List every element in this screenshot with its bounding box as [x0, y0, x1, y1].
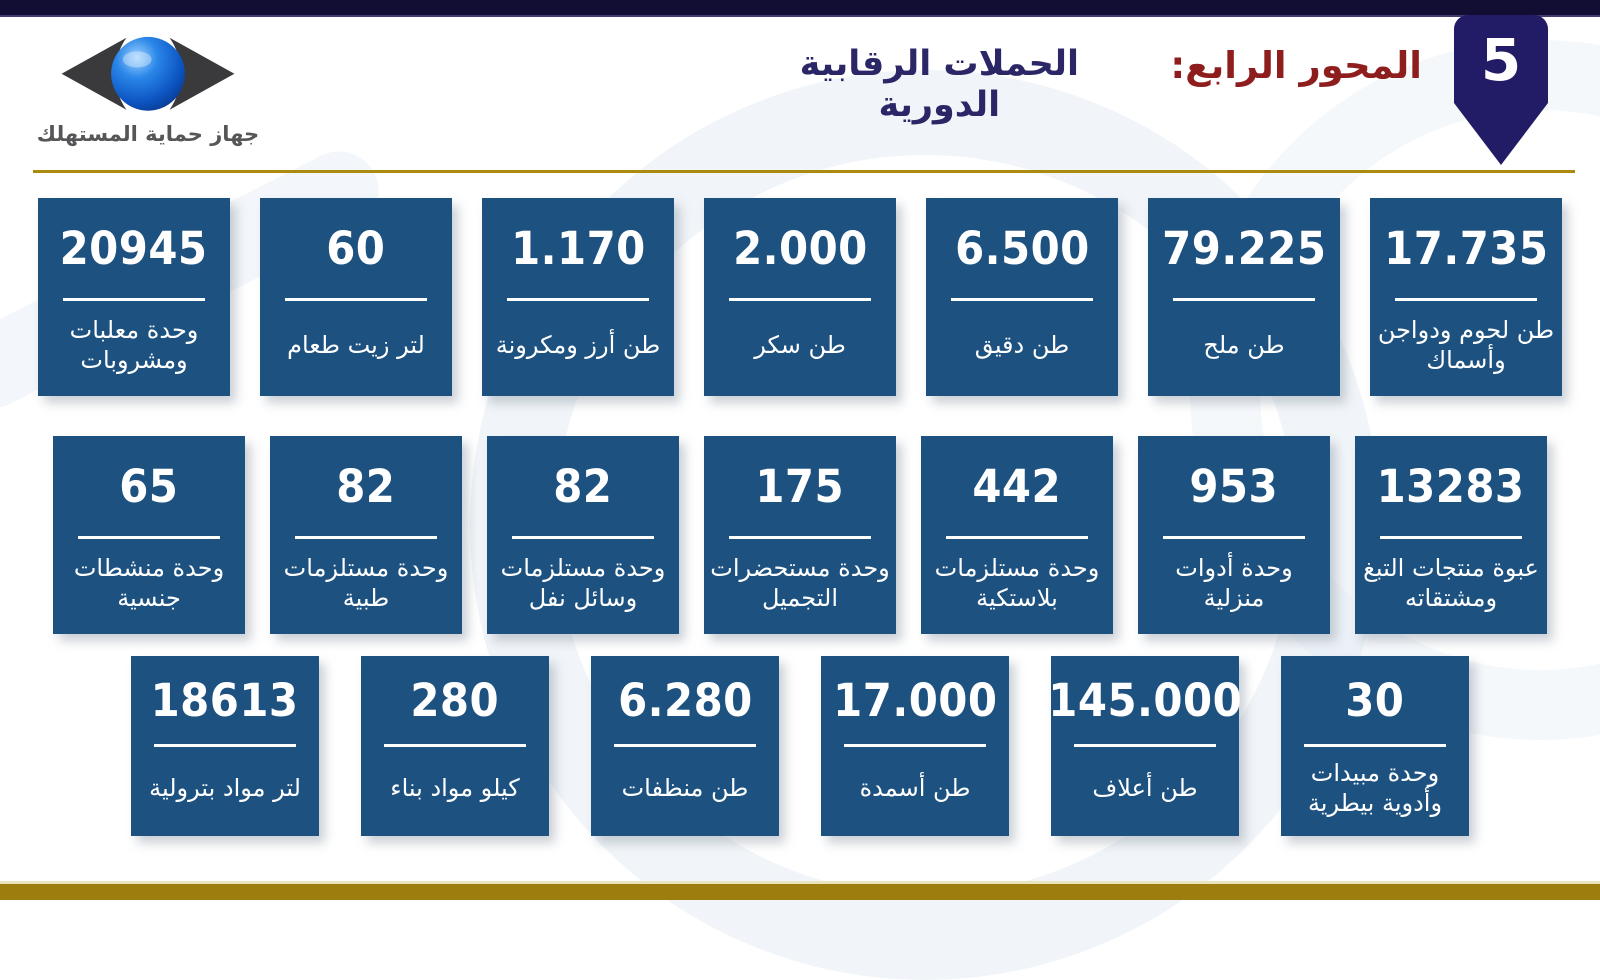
- stat-box: 17.000 طن أسمدة: [821, 656, 1009, 836]
- footer-gold-bar: [0, 881, 1600, 900]
- stat-divider: [512, 536, 654, 539]
- stat-number: 30: [1345, 673, 1405, 727]
- stat-box: 280 كيلو مواد بناء: [361, 656, 549, 836]
- stat-label: عبوة منتجات التبغ ومشتقاته: [1363, 553, 1539, 612]
- top-navy-bar: [0, 0, 1600, 17]
- gold-divider-line: [33, 170, 1575, 173]
- stat-label: طن دقيق: [974, 330, 1070, 359]
- stat-label: طن أسمدة: [859, 773, 971, 802]
- stat-box: 65 وحدة منشطات جنسية: [53, 436, 245, 634]
- title-main: الحملات الرقابية الدورية: [799, 44, 1080, 126]
- stat-divider: [729, 298, 871, 301]
- stat-label: وحدة مستلزمات بلاستكية: [934, 553, 1100, 612]
- stats-row-2: 13283 عبوة منتجات التبغ ومشتقاته 953 وحد…: [0, 436, 1600, 634]
- stat-number: 6.280: [617, 673, 753, 727]
- stat-number: 280: [410, 673, 500, 727]
- title-prefix: المحور الرابع:: [1170, 44, 1422, 87]
- stat-divider: [946, 536, 1088, 539]
- stat-label: وحدة مستلزمات وسائل نفل: [500, 553, 666, 612]
- stat-divider: [295, 536, 437, 539]
- stat-box: 442 وحدة مستلزمات بلاستكية: [921, 436, 1113, 634]
- stat-label: لتر زيت طعام: [287, 330, 425, 359]
- stat-label: طن أرز ومكرونة: [495, 330, 661, 359]
- stats-row-1: 17.735 طن لحوم ودواجن وأسماك 79.225 طن م…: [0, 198, 1600, 396]
- stat-number: 175: [755, 459, 845, 513]
- stat-divider: [844, 744, 986, 747]
- stat-box: 60 لتر زيت طعام: [260, 198, 452, 396]
- stat-divider: [729, 536, 871, 539]
- stat-label: وحدة مبيدات وأدوية بيطرية: [1307, 758, 1443, 817]
- stat-divider: [285, 298, 427, 301]
- stat-number: 20945: [60, 221, 208, 275]
- stat-divider: [1304, 744, 1446, 747]
- stat-label: طن أعلاف: [1092, 773, 1198, 802]
- stat-number: 60: [326, 221, 386, 275]
- stat-number: 2.000: [732, 221, 868, 275]
- stat-number: 82: [336, 459, 396, 513]
- stat-box: 17.735 طن لحوم ودواجن وأسماك: [1370, 198, 1562, 396]
- stat-box: 82 وحدة مستلزمات وسائل نفل: [487, 436, 679, 634]
- stat-number: 6.500: [954, 221, 1090, 275]
- stat-label: كيلو مواد بناء: [390, 773, 520, 802]
- stat-label: طن سكر: [754, 330, 846, 359]
- stat-box: 1.170 طن أرز ومكرونة: [482, 198, 674, 396]
- stat-divider: [1173, 298, 1315, 301]
- stat-number: 17.735: [1383, 221, 1549, 275]
- eye-icon: [61, 36, 235, 111]
- stat-divider: [78, 536, 220, 539]
- slide-title: المحور الرابع: الحملات الرقابية الدورية: [750, 44, 1422, 127]
- stat-box: 6.280 طن منظفات: [591, 656, 779, 836]
- stat-label: طن ملح: [1203, 330, 1285, 359]
- stat-box: 20945 وحدة معلبات ومشروبات: [38, 198, 230, 396]
- stat-label: وحدة معلبات ومشروبات: [69, 315, 199, 374]
- stat-box: 13283 عبوة منتجات التبغ ومشتقاته: [1355, 436, 1547, 634]
- stat-box: 953 وحدة أدوات منزلية: [1138, 436, 1330, 634]
- stat-box: 6.500 طن دقيق: [926, 198, 1118, 396]
- stat-divider: [1163, 536, 1305, 539]
- stat-label: وحدة منشطات جنسية: [73, 553, 225, 612]
- stat-box: 2.000 طن سكر: [704, 198, 896, 396]
- stat-divider: [63, 298, 205, 301]
- badge-number: 5: [1480, 26, 1522, 94]
- stat-box: 18613 لتر مواد بترولية: [131, 656, 319, 836]
- stat-divider: [507, 298, 649, 301]
- stat-divider: [614, 744, 756, 747]
- stat-divider: [951, 298, 1093, 301]
- stat-label: وحدة مستحضرات التجميل: [710, 553, 890, 612]
- stat-number: 18613: [151, 673, 299, 727]
- stat-number: 953: [1189, 459, 1279, 513]
- logo: جهاز حماية المستهلك: [28, 22, 268, 146]
- number-badge: 5: [1454, 15, 1548, 167]
- stat-label: وحدة مستلزمات طبية: [283, 553, 449, 612]
- stats-row-3: 30 وحدة مبيدات وأدوية بيطرية 145.000 طن …: [0, 656, 1600, 836]
- stat-number: 82: [553, 459, 613, 513]
- stat-number: 13283: [1377, 459, 1525, 513]
- stat-label: طن لحوم ودواجن وأسماك: [1377, 315, 1555, 374]
- stat-number: 79.225: [1161, 221, 1327, 275]
- stat-label: لتر مواد بترولية: [149, 773, 301, 802]
- stat-divider: [384, 744, 526, 747]
- stat-number: 1.170: [510, 221, 646, 275]
- stat-box: 145.000 طن أعلاف: [1048, 656, 1242, 836]
- stat-divider: [154, 744, 296, 747]
- logo-caption: جهاز حماية المستهلك: [36, 122, 260, 146]
- stat-number: 65: [119, 459, 179, 513]
- badge-ribbon-shape: [1454, 15, 1548, 165]
- stat-number: 145.000: [1048, 673, 1242, 727]
- stat-label: طن منظفات: [621, 773, 749, 802]
- stat-box: 30 وحدة مبيدات وأدوية بيطرية: [1281, 656, 1469, 836]
- stat-box: 82 وحدة مستلزمات طبية: [270, 436, 462, 634]
- stat-number: 17.000: [832, 673, 998, 727]
- stats-grid: 17.735 طن لحوم ودواجن وأسماك 79.225 طن م…: [0, 198, 1600, 836]
- stat-divider: [1380, 536, 1522, 539]
- stat-number: 442: [972, 459, 1062, 513]
- stat-box: 175 وحدة مستحضرات التجميل: [704, 436, 896, 634]
- stat-divider: [1074, 744, 1216, 747]
- stat-label: وحدة أدوات منزلية: [1175, 553, 1293, 612]
- stat-divider: [1395, 298, 1537, 301]
- stat-box: 79.225 طن ملح: [1148, 198, 1340, 396]
